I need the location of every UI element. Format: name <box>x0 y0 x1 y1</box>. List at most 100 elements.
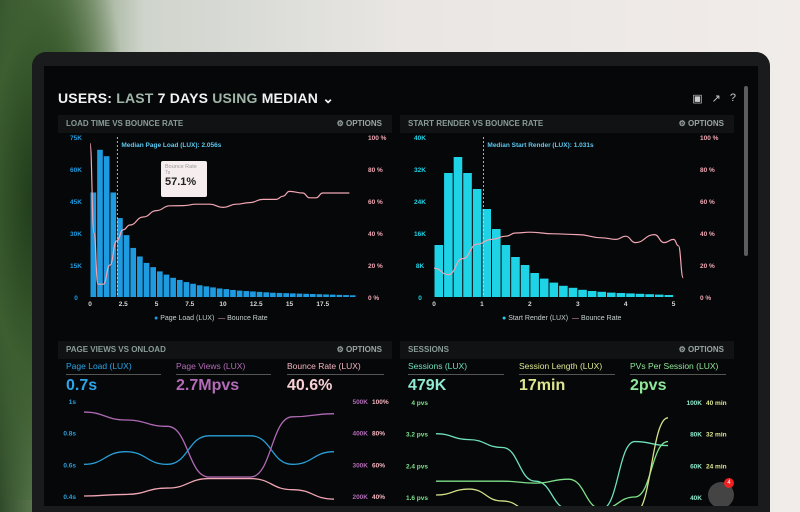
load-panel-header: LOAD TIME VS BOUNCE RATE ⚙ OPTIONS <box>58 115 392 133</box>
histogram-bar <box>597 291 607 297</box>
histogram-bar <box>472 189 482 297</box>
tooltip-value: 57.1% <box>165 176 197 188</box>
histogram-bar <box>568 287 578 297</box>
y-tick-right2: 40 min <box>706 400 727 407</box>
y-tick-right: 20 % <box>368 263 383 270</box>
x-tick: 4 <box>624 301 628 308</box>
legend-dot-icon: ● <box>502 315 507 322</box>
y-tick-left: 24K <box>414 199 426 206</box>
scrollbar[interactable] <box>744 86 748 256</box>
histogram-bar <box>170 277 176 297</box>
histogram-bar <box>256 291 263 297</box>
legend-start-render[interactable]: Start Render (LUX) <box>508 315 569 322</box>
series-line <box>435 433 669 506</box>
histogram-bar <box>90 192 97 297</box>
histogram-bar <box>587 291 597 297</box>
histogram-bar <box>230 289 236 297</box>
share-icon[interactable]: ↗ <box>711 93 721 105</box>
metric-label: Bounce Rate (LUX) <box>287 361 384 375</box>
histogram-bar <box>530 273 539 297</box>
histogram-bar <box>616 293 626 297</box>
histogram-bar <box>482 209 492 297</box>
histogram-bar <box>323 294 329 297</box>
top-icons: ▣ ↗ ? <box>692 92 736 105</box>
histogram-bar <box>501 245 511 297</box>
y-tick-right: 0 % <box>368 295 379 302</box>
x-tick: 5 <box>155 301 159 308</box>
histogram-bar <box>143 262 150 297</box>
histogram-bar <box>492 229 501 297</box>
histogram-bar <box>349 295 356 297</box>
chat-badge: 4 <box>724 478 734 488</box>
histogram-bar <box>276 292 283 297</box>
pageviews-panel-header: PAGE VIEWS VS ONLOAD ⚙ OPTIONS <box>58 341 392 359</box>
x-tick: 12.5 <box>250 301 263 308</box>
histogram-bar <box>110 192 117 297</box>
options-button[interactable]: ⚙ OPTIONS <box>336 119 382 128</box>
median-label: Median Page Load (LUX): 2.056s <box>121 142 221 149</box>
y-tick-right: 80 % <box>700 167 715 174</box>
x-tick: 2 <box>528 301 532 308</box>
histogram-bar <box>250 291 256 297</box>
y-tick-right: 300K <box>352 462 368 469</box>
help-icon[interactable]: ? <box>729 92 736 104</box>
y-tick-right2: 32 min <box>706 432 727 439</box>
render-panel-title: START RENDER VS BOUNCE RATE <box>408 119 544 128</box>
y-tick-right: 40K <box>690 495 702 502</box>
y-tick-right: 100K <box>686 400 702 407</box>
histogram-bar <box>270 292 276 297</box>
page-title[interactable]: USERS: LAST 7 DAYS USING MEDIAN ⌄ <box>58 90 334 107</box>
histogram-bar <box>645 294 654 297</box>
bounce-rate-tooltip: Bounce Rate 7s 57.1% <box>161 161 207 197</box>
histogram-bar <box>520 265 530 297</box>
y-tick-left: 8K <box>416 263 425 270</box>
y-tick-left: 40K <box>414 135 426 142</box>
histogram-bar <box>150 267 156 297</box>
y-tick-left: 0.8s <box>63 431 76 438</box>
y-tick-left: 60K <box>70 167 82 174</box>
y-tick-left: 16K <box>414 231 426 238</box>
options-button[interactable]: ⚙ OPTIONS <box>678 345 724 354</box>
histogram-bar <box>316 294 323 297</box>
legend-page-load[interactable]: Page Load (LUX) <box>160 315 215 322</box>
y-tick-right: 100 % <box>700 135 719 142</box>
histogram-bar <box>635 293 645 297</box>
x-tick: 5 <box>672 301 676 308</box>
histogram-bar <box>103 156 110 297</box>
sessions-panel-title: SESSIONS <box>408 345 449 354</box>
metric-value: 40.6% <box>287 377 333 394</box>
title-users: USERS: <box>58 90 113 106</box>
y-tick-left: 1.6 pvs <box>406 495 428 502</box>
title-using: USING <box>212 90 258 106</box>
y-tick-left: 32K <box>414 167 426 174</box>
histogram-bar <box>210 287 216 297</box>
y-tick-right: 60 % <box>700 199 715 206</box>
median-label: Median Start Render (LUX): 1.031s <box>487 142 594 149</box>
options-label: OPTIONS <box>687 345 724 354</box>
histogram-bar <box>309 294 316 297</box>
metric-label: Page Load (LUX) <box>66 361 161 375</box>
y-tick-left: 15K <box>70 263 82 270</box>
histogram-bar <box>626 293 635 297</box>
title-days: 7 DAYS <box>157 90 209 106</box>
options-button[interactable]: ⚙ OPTIONS <box>678 119 724 128</box>
histogram-bar <box>511 257 520 297</box>
tooltip-title: Bounce Rate <box>165 164 197 170</box>
histogram-bar <box>157 271 163 297</box>
histogram-bar <box>539 278 549 297</box>
y-tick-right: 200K <box>352 494 368 501</box>
y-tick-right: 40 % <box>368 231 383 238</box>
monitor-icon[interactable]: ▣ <box>692 93 703 105</box>
histogram-bar <box>343 295 349 297</box>
options-button[interactable]: ⚙ OPTIONS <box>336 345 382 354</box>
histogram-bar <box>243 291 250 297</box>
histogram-bar <box>196 285 203 297</box>
histogram-bar <box>163 274 170 297</box>
chevron-down-icon[interactable]: ⌄ <box>322 90 335 106</box>
legend-bounce-rate[interactable]: Bounce Rate <box>227 315 268 322</box>
x-tick: 7.5 <box>185 301 194 308</box>
y-tick-left: 0.4s <box>63 494 76 501</box>
metric-label: Page Views (LUX) <box>176 361 271 375</box>
legend-bounce-rate[interactable]: Bounce Rate <box>580 315 622 322</box>
